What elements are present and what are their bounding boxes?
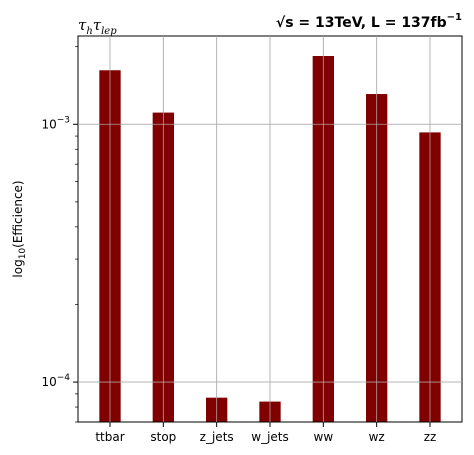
x-tick-label: ttbar <box>95 430 124 444</box>
y-axis-label: log10(Efficience) <box>11 180 28 277</box>
x-tick-label: wz <box>369 430 385 444</box>
x-tick-label: ww <box>314 430 334 444</box>
y-tick-label: 10−4 <box>41 373 70 389</box>
y-tick-label: 10−3 <box>41 115 70 131</box>
x-tick-label: z_jets <box>200 430 234 444</box>
ticks: 10−4 10−3 ttbar stop z_jets w_jets ww wz zz <box>41 36 462 444</box>
x-tick-label: zz <box>424 430 437 444</box>
x-tick-label: stop <box>150 430 176 444</box>
x-tick-label: w_jets <box>251 430 289 444</box>
chart-title-left: τhτlep <box>78 16 117 37</box>
chart-title-right: √s = 13TeV, L = 137fb−1 <box>276 12 462 31</box>
